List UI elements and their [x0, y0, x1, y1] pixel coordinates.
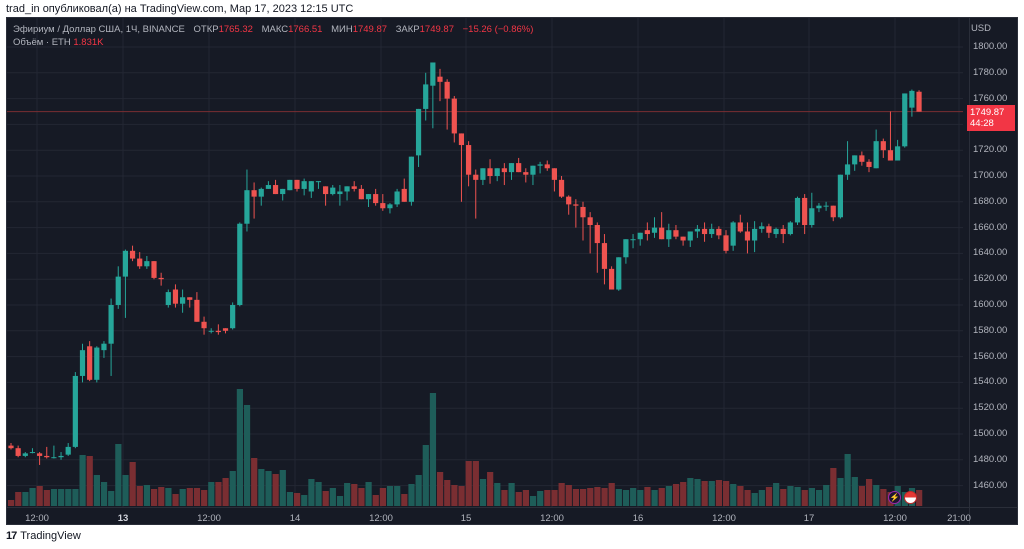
time-tick-label: 12:00	[883, 513, 907, 524]
price-tick-label: 1600.00	[973, 299, 1008, 310]
price-tick-label: 1540.00	[973, 376, 1008, 388]
volume-row: Объём · ETH 1.831K	[13, 36, 533, 49]
open-value: 1765.32	[218, 24, 253, 35]
time-tick-label: 12:00	[197, 513, 221, 524]
price-tick-label: 1800.00	[973, 41, 1008, 52]
chart-legend: Эфириум / Доллар США, 1Ч, BINANCE ОТКР17…	[13, 23, 533, 49]
chart-panel[interactable]: Эфириум / Доллар США, 1Ч, BINANCE ОТКР17…	[6, 17, 1018, 525]
price-tick-label: 1780.00	[973, 66, 1008, 78]
footer: 17 TradingView	[6, 530, 81, 542]
open-label: ОТКР	[193, 24, 219, 35]
price-tick-label: 1760.00	[973, 92, 1008, 104]
high-value: 1766.51	[288, 24, 323, 35]
price-tick-label: 1460.00	[973, 479, 1008, 491]
volume-label[interactable]: Объём · ETH	[13, 37, 71, 48]
currency-label[interactable]: USD	[970, 23, 991, 34]
time-tick-label: 13	[117, 513, 129, 524]
change-value: −15.26 (−0.86%)	[462, 24, 534, 35]
volume-value: 1.831K	[73, 37, 104, 48]
time-tick-label: 15	[460, 513, 472, 524]
time-tick-label: 12:00	[712, 513, 736, 524]
close-label: ЗАКР	[395, 24, 420, 35]
last-price-tag: 1749.87 44:28	[967, 105, 1015, 131]
price-tick-label: 1640.00	[973, 247, 1008, 259]
price-tick-label: 1480.00	[973, 453, 1008, 465]
ohlc-row: Эфириум / Доллар США, 1Ч, BINANCE ОТКР17…	[13, 23, 533, 36]
price-tick-label: 1680.00	[973, 195, 1008, 207]
candlestick-chart[interactable]	[7, 18, 1017, 524]
time-tick-label: 12:00	[25, 513, 49, 524]
low-label: МИН	[331, 24, 353, 35]
price-tick-label: 1620.00	[973, 273, 1008, 285]
us-flag-event-icon[interactable]	[904, 491, 917, 504]
price-axis-divider	[969, 18, 970, 524]
price-tick-label: 1700.00	[973, 170, 1008, 181]
high-label: МАКС	[261, 24, 289, 35]
symbol-title[interactable]: Эфириум / Доллар США, 1Ч, BINANCE	[13, 24, 185, 35]
price-tick-label: 1580.00	[973, 324, 1008, 336]
bar-countdown: 44:28	[970, 118, 994, 129]
low-value: 1749.87	[352, 24, 388, 35]
time-tick-label: 17	[803, 513, 815, 524]
last-price-value: 1749.87	[970, 107, 1005, 118]
publisher-header: trad_in опубликовал(а) на TradingView.co…	[6, 3, 354, 15]
price-tick-label: 1560.00	[973, 350, 1008, 362]
price-tick-label: 1660.00	[973, 221, 1008, 233]
lightning-event-icon[interactable]: ⚡	[888, 491, 901, 504]
brand-name: TradingView	[20, 530, 81, 542]
time-axis-divider	[7, 507, 1017, 508]
close-value: 1749.87	[419, 24, 454, 35]
price-tick-label: 1520.00	[973, 402, 1008, 414]
time-tick-label: 12:00	[369, 513, 393, 524]
time-tick-label: 12:00	[540, 513, 564, 524]
tradingview-logo-icon: 17	[6, 530, 17, 542]
time-tick-label: 14	[289, 513, 301, 524]
time-tick-label: 21:00	[947, 513, 971, 524]
price-tick-label: 1720.00	[973, 144, 1008, 156]
time-tick-label: 16	[632, 513, 644, 524]
price-tick-label: 1500.00	[973, 428, 1008, 439]
